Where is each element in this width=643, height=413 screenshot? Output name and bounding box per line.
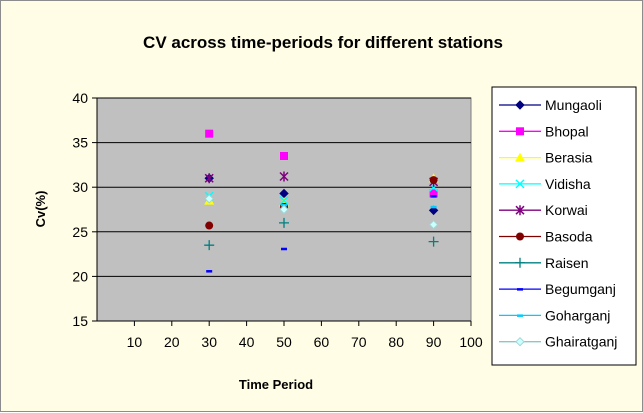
x-tick-label: 60 [314,334,330,350]
legend: Mungaoli Bhopal Berasia Vidisha Korwai Basoda… [499,97,617,350]
legend-marker [515,257,525,268]
legend-item: Goharganj [499,307,610,323]
y-tick-label: 30 [72,179,88,195]
legend-marker [515,205,525,216]
legend-item: Korwai [499,202,588,218]
legend-marker [515,100,525,110]
data-point [279,196,289,206]
legend-item: Vidisha [499,176,591,192]
legend-item: Mungaoli [499,97,602,113]
legend-item: Ghairatganj [499,334,617,350]
legend-label: Berasia [545,150,593,166]
x-tick-label: 90 [426,334,442,350]
data-point [205,221,214,230]
legend-marker [517,288,523,291]
gridlines [97,97,471,277]
data-point [428,236,439,247]
data-point [429,176,438,185]
legend-item: Begumganj [499,281,616,297]
y-tick-label: 20 [72,268,88,284]
y-tick-label: 25 [72,224,88,240]
x-tick-label: 100 [459,334,483,350]
x-tick-label: 40 [239,334,255,350]
data-point [281,247,287,251]
y-tick-label: 15 [72,313,88,329]
legend-item: Berasia [499,150,593,166]
y-axis-label: Cv(%) [33,191,48,228]
x-tick-label: 30 [201,334,217,350]
legend-item: Bhopal [499,123,589,139]
chart-title: CV across time-periods for different sta… [143,33,503,52]
x-tick-label: 70 [351,334,367,350]
legend-label: Korwai [545,202,588,218]
data-point [428,219,439,230]
x-axis-label: Time Period [239,377,313,392]
x-tick-label: 80 [388,334,404,350]
legend-label: Begumganj [545,281,616,297]
legend-label: Vidisha [545,176,591,192]
x-tick-label: 20 [164,334,180,350]
legend-marker [515,152,525,162]
legend-item: Raisen [499,255,589,271]
legend-label: Basoda [545,229,593,245]
data-point [204,173,214,184]
axes [92,97,472,326]
legend-marker [517,314,523,317]
legend-marker [515,336,525,347]
data-point [430,195,437,198]
legend-marker [516,232,524,241]
data-point [429,189,438,198]
data-point [205,129,214,138]
data-point [428,205,439,216]
legend-label: Raisen [545,255,589,271]
data-point [279,204,289,215]
tick-labels: 15 20 25 30 35 40 10 20 30 40 50 60 70 80 90 100 [72,90,482,350]
data-point [280,151,288,160]
data-point [430,205,437,209]
legend-marker [515,179,525,189]
data-points [204,129,439,273]
x-tick-label: 10 [127,334,143,350]
data-point [279,217,289,228]
data-point [204,194,214,204]
y-tick-label: 35 [72,135,88,151]
data-point [204,240,215,251]
legend-marker [516,127,524,136]
legend-label: Bhopal [545,123,589,139]
data-point [206,270,213,273]
y-tick-label: 40 [72,90,88,106]
data-point [279,171,289,182]
legend-label: Goharganj [545,307,610,323]
legend-label: Mungaoli [545,97,602,113]
legend-item: Basoda [499,229,593,245]
x-tick-label: 50 [276,334,292,350]
legend-label: Ghairatganj [545,334,617,350]
